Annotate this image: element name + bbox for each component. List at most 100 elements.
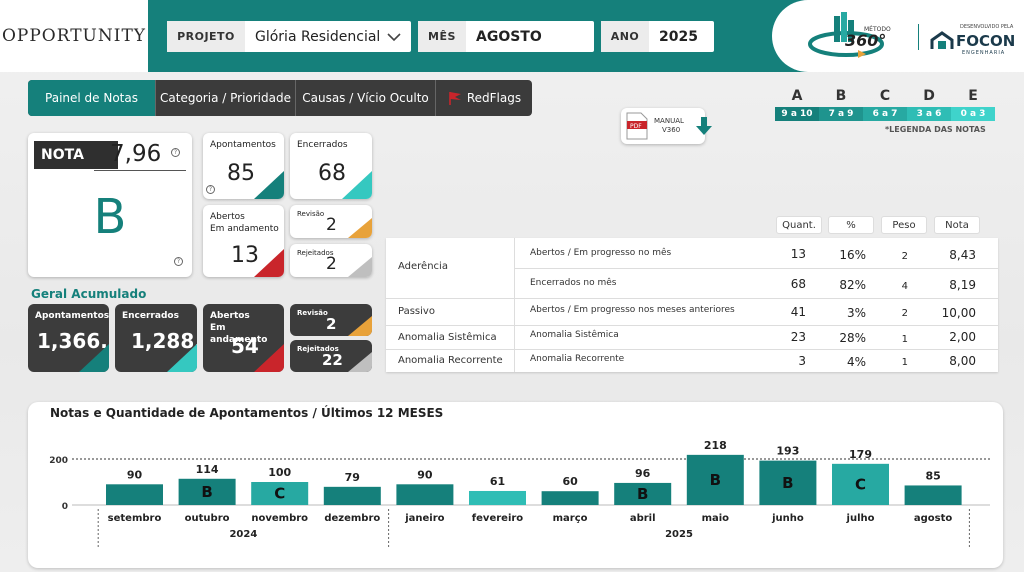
x-tick-label: julho <box>846 513 875 524</box>
year-filter-label: ANO <box>601 21 649 52</box>
row-pct: 28% <box>839 331 866 345</box>
row-nota: 8,00 <box>949 354 976 368</box>
acc-rejeitados[interactable]: Rejeitados 22 <box>290 340 372 372</box>
kpi-value: 54 <box>231 334 259 358</box>
bar-julho <box>832 463 889 505</box>
col-header-nota: Nota <box>934 216 980 234</box>
kpi-encerrados[interactable]: Encerrados 68 <box>290 133 372 199</box>
manual-v360-button[interactable]: PDF MANUAL V360 <box>621 108 705 144</box>
y-tick-label: 0 <box>62 502 68 512</box>
bar-junho <box>759 460 817 505</box>
kpi-value: 22 <box>322 351 343 369</box>
method-small-text: MÉTODO <box>864 26 891 33</box>
legend-range-e: 0 a 3 <box>951 107 995 121</box>
legend-range-c: 6 a 7 <box>863 107 907 121</box>
legend-letter-b: B <box>835 88 847 104</box>
acc-revisao[interactable]: Revisão 2 <box>290 304 372 336</box>
row-pct: 3% <box>846 306 866 320</box>
tab-categoria-prioridade[interactable]: Categoria / Prioridade <box>156 80 296 116</box>
download-icon[interactable] <box>695 116 713 136</box>
corner-accent <box>254 171 284 199</box>
info-icon[interactable]: ? <box>206 185 215 194</box>
x-tick-label: agosto <box>914 513 953 524</box>
acc-apontamentos[interactable]: Apontamentos 1,366... <box>28 304 109 372</box>
row-description: Anomalia Sistêmica <box>530 330 619 340</box>
kpi-rejeitados[interactable]: Rejeitados 2 <box>290 244 372 277</box>
bar-value-label: 218 <box>704 439 727 452</box>
bar-value-label: 96 <box>635 467 651 480</box>
row-nota: 8,19 <box>949 278 976 292</box>
row-nota: 8,43 <box>949 248 976 262</box>
bar-grade-label: B <box>710 471 721 489</box>
tab-redflags[interactable]: RedFlags <box>436 80 532 116</box>
bar-grade-label: B <box>201 483 212 501</box>
row-pct: 82% <box>839 278 866 292</box>
kpi-revisao[interactable]: Revisão 2 <box>290 205 372 238</box>
bar-outubro <box>178 478 236 505</box>
kpi-label: Apontamentos <box>210 140 276 150</box>
focon-house-icon <box>930 31 954 49</box>
acc-encerrados[interactable]: Encerrados 1,288... <box>115 304 197 372</box>
legend-range-b: 7 a 9 <box>819 107 863 121</box>
tab-bar: Painel de Notas Categoria / Prioridade C… <box>28 80 532 116</box>
chevron-down-icon[interactable] <box>385 31 403 43</box>
focon-sub-text: ENGENHARIA <box>962 50 1006 56</box>
legend-letter-a: A <box>791 88 803 104</box>
tab-painel-de-notas[interactable]: Painel de Notas <box>28 80 156 116</box>
x-tick-label: março <box>553 513 588 524</box>
year-filter-value: 2025 <box>659 28 698 45</box>
bar-grade-label: C <box>855 475 866 493</box>
month-filter-value: AGOSTO <box>476 28 542 45</box>
manual-sublabel: V360 <box>662 126 681 134</box>
info-icon[interactable]: ? <box>174 257 183 266</box>
x-tick-label: junho <box>771 513 804 524</box>
row-description: Encerrados no mês <box>530 278 617 288</box>
legend-caption: *LEGENDA DAS NOTAS <box>885 125 986 134</box>
legend-letter-c: C <box>879 88 891 104</box>
row-description: Abertos / Em progresso nos meses anterio… <box>530 305 735 315</box>
legend-range-a: 9 a 10 <box>775 107 819 121</box>
acc-abertos[interactable]: Abertos Em andamento 54 <box>203 304 284 372</box>
legend-letter-d: D <box>923 88 935 104</box>
row-peso: 4 <box>901 281 908 292</box>
bar-grade-label: C <box>274 485 285 503</box>
bar-value-label: 179 <box>849 448 872 461</box>
bar-value-label: 90 <box>127 468 143 481</box>
kpi-value: 2 <box>326 215 337 235</box>
y-tick-label: 200 <box>49 456 68 466</box>
bar-value-label: 79 <box>345 471 360 484</box>
table-divider <box>514 238 515 372</box>
developed-by-text: DESENVOLVIDO PELA <box>960 24 1014 30</box>
svg-text:PDF: PDF <box>630 123 642 130</box>
brand-divider <box>918 24 919 50</box>
month-filter[interactable]: MÊS AGOSTO <box>418 21 594 52</box>
bar-value-label: 61 <box>490 475 505 488</box>
score-label: NOTA <box>34 141 118 169</box>
kpi-value: 1,366... <box>37 329 109 353</box>
kpi-label: Revisão <box>297 210 325 218</box>
kpi-label: Revisão <box>297 309 328 317</box>
tab-label: Painel de Notas <box>45 91 138 105</box>
score-card: NOTA 7,96 ? B ? <box>28 133 192 277</box>
method-360-logo-icon <box>808 12 884 58</box>
kpi-value: 68 <box>318 161 346 186</box>
row-quant: 23 <box>790 330 806 344</box>
project-filter[interactable]: PROJETO Glória Residencial <box>167 21 411 52</box>
x-tick-label: abril <box>630 513 656 524</box>
kpi-abertos[interactable]: Abertos Em andamento 13 <box>203 205 284 277</box>
info-icon[interactable]: ? <box>171 148 180 157</box>
bar-grade-label: B <box>782 474 793 492</box>
month-filter-label: MÊS <box>418 21 466 52</box>
year-filter[interactable]: ANO 2025 <box>601 21 714 52</box>
table-divider <box>514 268 998 269</box>
tab-causas-vicio-oculto[interactable]: Causas / Vício Oculto <box>296 80 436 116</box>
bar-dezembro <box>323 486 381 505</box>
row-peso: 2 <box>901 251 908 262</box>
kpi-apontamentos[interactable]: Apontamentos 85 ? <box>203 133 284 199</box>
corner-accent <box>342 171 372 199</box>
kpi-label: Encerrados <box>297 140 348 150</box>
kpi-value: 2 <box>326 315 337 333</box>
row-category: Anomalia Sistêmica <box>398 332 497 343</box>
accumulated-title: Geral Acumulado <box>31 287 147 301</box>
